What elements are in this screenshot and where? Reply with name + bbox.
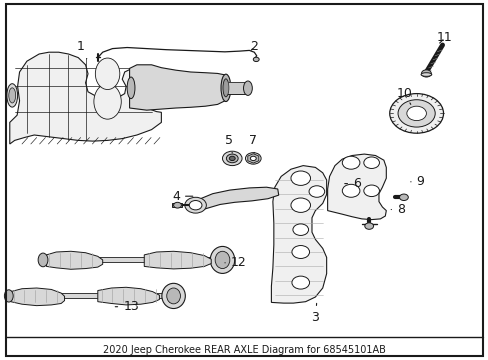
Polygon shape xyxy=(271,166,326,303)
Ellipse shape xyxy=(127,77,135,99)
Ellipse shape xyxy=(95,58,120,90)
Bar xyxy=(15,293,173,298)
Circle shape xyxy=(226,154,238,163)
Polygon shape xyxy=(247,154,258,163)
Text: 1: 1 xyxy=(77,40,86,59)
Ellipse shape xyxy=(7,84,18,107)
Circle shape xyxy=(389,94,443,133)
Text: 3: 3 xyxy=(311,303,319,324)
Circle shape xyxy=(342,156,359,169)
Text: 4: 4 xyxy=(172,190,192,203)
Circle shape xyxy=(363,157,379,168)
Polygon shape xyxy=(11,288,64,306)
Ellipse shape xyxy=(9,88,16,103)
Circle shape xyxy=(173,202,181,208)
Text: 8: 8 xyxy=(390,203,404,216)
Polygon shape xyxy=(46,251,102,269)
Ellipse shape xyxy=(4,290,13,302)
Text: 7: 7 xyxy=(249,134,257,153)
Polygon shape xyxy=(327,154,386,220)
Circle shape xyxy=(397,100,434,127)
Ellipse shape xyxy=(94,84,121,119)
Ellipse shape xyxy=(221,74,230,102)
Text: 2020 Jeep Cherokee REAR AXLE Diagram for 68545101AB: 2020 Jeep Cherokee REAR AXLE Diagram for… xyxy=(103,345,385,355)
Text: 5: 5 xyxy=(224,134,232,153)
Bar xyxy=(225,82,247,94)
Circle shape xyxy=(250,156,256,161)
Circle shape xyxy=(363,185,379,197)
Polygon shape xyxy=(129,65,225,110)
Circle shape xyxy=(245,153,261,164)
Polygon shape xyxy=(98,287,159,305)
Bar xyxy=(49,257,222,262)
Circle shape xyxy=(406,106,426,121)
Circle shape xyxy=(291,276,309,289)
Circle shape xyxy=(222,151,242,166)
Circle shape xyxy=(342,184,359,197)
Circle shape xyxy=(421,70,430,77)
Circle shape xyxy=(184,197,206,213)
Text: 12: 12 xyxy=(224,256,246,269)
Circle shape xyxy=(253,57,259,62)
Ellipse shape xyxy=(420,73,431,76)
Polygon shape xyxy=(10,52,161,144)
Ellipse shape xyxy=(243,81,252,95)
Circle shape xyxy=(290,198,310,212)
Circle shape xyxy=(399,194,407,201)
Circle shape xyxy=(292,224,308,235)
Text: 11: 11 xyxy=(436,31,452,44)
Text: 2: 2 xyxy=(250,40,258,53)
Ellipse shape xyxy=(166,288,180,304)
Ellipse shape xyxy=(223,79,228,97)
Polygon shape xyxy=(144,251,211,269)
Ellipse shape xyxy=(162,283,185,309)
Polygon shape xyxy=(194,187,278,211)
Ellipse shape xyxy=(38,253,48,267)
Text: 10: 10 xyxy=(396,87,412,104)
Circle shape xyxy=(290,171,310,185)
Bar xyxy=(172,203,182,207)
Text: 6: 6 xyxy=(344,177,360,190)
Circle shape xyxy=(308,186,324,197)
Ellipse shape xyxy=(215,251,229,269)
Circle shape xyxy=(189,201,202,210)
Circle shape xyxy=(229,156,235,161)
Circle shape xyxy=(291,246,309,258)
Circle shape xyxy=(364,223,373,229)
Text: 13: 13 xyxy=(115,300,139,313)
Ellipse shape xyxy=(210,246,234,274)
Text: 9: 9 xyxy=(410,175,424,188)
